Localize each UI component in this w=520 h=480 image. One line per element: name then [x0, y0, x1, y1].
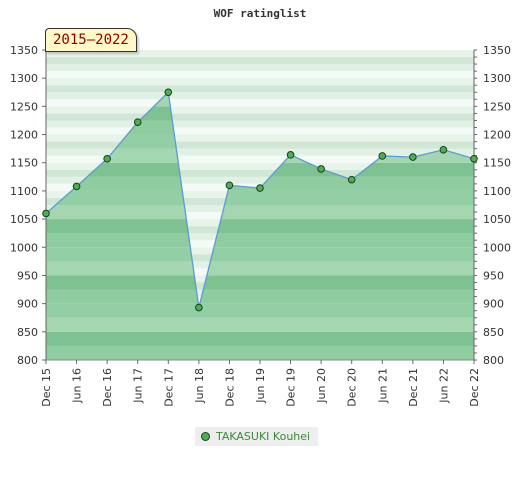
area-band [46, 261, 474, 276]
y-tick-label-right: 850 [483, 326, 504, 339]
x-tick-label: Jun 16 [71, 368, 84, 404]
y-tick-label-left: 1250 [10, 100, 38, 113]
chart-title: WOF ratinglist [214, 7, 307, 20]
y-tick-label-left: 850 [17, 326, 38, 339]
data-marks [42, 88, 478, 312]
y-tick-label-right: 800 [483, 354, 504, 367]
data-point [195, 303, 203, 312]
background-band [46, 106, 474, 114]
y-tick-label-right: 1250 [483, 100, 511, 113]
background-band [46, 148, 474, 156]
legend-label: TAKASUKI Kouhei [216, 430, 311, 443]
y-tick-label-right: 950 [483, 269, 504, 282]
y-tick-label-left: 1050 [10, 213, 38, 226]
area-band [46, 205, 474, 220]
axes: 800 800 850 850 900 900 950 950 1000 1000 1050 1050… [10, 44, 511, 407]
area-band [46, 247, 474, 262]
area-band [46, 317, 474, 332]
x-tick-label: Dec 15 [40, 368, 53, 407]
data-point [470, 154, 478, 163]
data-point [164, 88, 173, 97]
area-band [46, 303, 474, 318]
background-band [46, 78, 474, 86]
area-band [46, 345, 474, 360]
background-band [46, 57, 474, 65]
date-range-badge: 2015–2022 [45, 28, 137, 52]
data-point [42, 209, 50, 218]
area-band [46, 219, 474, 234]
data-point [286, 151, 295, 159]
background-band [46, 134, 474, 142]
y-tick-label-left: 950 [17, 269, 38, 282]
background-band [46, 71, 474, 79]
y-tick-label-left: 1000 [10, 241, 38, 254]
x-tick-label: Dec 17 [162, 368, 175, 407]
x-tick-label: Dec 21 [407, 368, 420, 407]
x-tick-label: Dec 16 [101, 368, 114, 407]
background-band [46, 50, 474, 58]
data-point [72, 182, 81, 191]
background-band [46, 162, 474, 170]
y-tick-label-left: 800 [17, 354, 38, 367]
area-band [46, 190, 474, 205]
x-tick-label: Jun 17 [132, 368, 145, 404]
data-point [225, 181, 234, 190]
area-band [46, 275, 474, 290]
x-tick-label: Dec 22 [468, 368, 481, 407]
area-band [46, 233, 474, 248]
y-tick-label-right: 1150 [483, 157, 511, 170]
y-tick-label-left: 900 [17, 298, 38, 311]
x-tick-label: Jun 21 [376, 368, 389, 404]
data-point [317, 165, 325, 173]
x-tick-label: Dec 18 [223, 368, 236, 407]
background-band [46, 64, 474, 72]
data-point [439, 145, 448, 154]
y-tick-label-left: 1100 [10, 185, 38, 198]
background-band [46, 127, 474, 135]
background-band [46, 141, 474, 149]
x-tick-label: Jun 18 [193, 368, 206, 404]
background-band [46, 113, 474, 121]
background-band [46, 99, 474, 107]
background-band [46, 85, 474, 93]
area-band [46, 331, 474, 346]
data-point [409, 153, 417, 161]
y-tick-label-left: 1300 [10, 72, 38, 85]
x-tick-label: Dec 20 [346, 368, 359, 407]
y-tick-label-left: 1200 [10, 129, 38, 142]
data-point [103, 154, 111, 163]
y-tick-label-left: 1150 [10, 157, 38, 170]
x-tick-label: Jun 20 [315, 368, 328, 404]
background-band [46, 92, 474, 100]
y-tick-label-right: 1200 [483, 129, 511, 142]
y-tick-label-right: 900 [483, 298, 504, 311]
background-band [46, 120, 474, 128]
y-tick-label-right: 1100 [483, 185, 511, 198]
data-point [378, 152, 387, 160]
area-band [46, 289, 474, 304]
legend[interactable]: TAKASUKI Kouhei [195, 427, 319, 446]
y-tick-label-right: 1000 [483, 241, 511, 254]
y-tick-label-left: 1350 [10, 44, 38, 57]
data-point [347, 175, 356, 184]
legend-marker-icon [201, 432, 210, 441]
y-tick-label-right: 1300 [483, 72, 511, 85]
background-band [46, 155, 474, 163]
background-band [46, 169, 474, 177]
data-point [256, 184, 264, 192]
x-tick-label: Dec 19 [285, 368, 298, 407]
data-point [133, 118, 142, 126]
y-tick-label-right: 1050 [483, 213, 511, 226]
y-tick-label-right: 1350 [483, 44, 511, 57]
x-tick-label: Jun 22 [437, 368, 450, 404]
background-band [46, 176, 474, 184]
x-tick-label: Jun 19 [254, 368, 267, 404]
